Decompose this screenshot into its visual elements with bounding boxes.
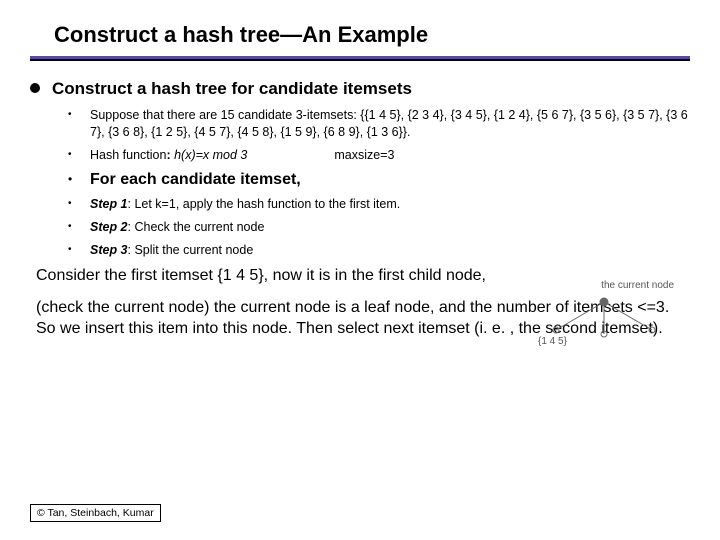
bullet-dot-icon: • (68, 196, 90, 209)
sub-bullet-list: • Suppose that there are 15 candidate 3-… (30, 107, 690, 259)
bullet-disc-icon (30, 83, 40, 93)
sub-text: Step 3: Split the current node (90, 242, 690, 259)
maxsize: maxsize=3 (334, 148, 394, 162)
step-body: : Let k=1, apply the hash function to th… (128, 197, 401, 211)
step-body: : Check the current node (128, 220, 265, 234)
tree-diagram: the current node {1 4 5} (534, 284, 674, 348)
sub-text: Step 2: Check the current node (90, 219, 690, 236)
step-label: Step 1 (90, 197, 128, 211)
hash-prefix: Hash function (90, 148, 166, 162)
slide-title: Construct a hash tree—An Example (30, 22, 690, 48)
bullet-dot-icon: • (68, 107, 90, 120)
hash-expr: h(x)=x mod 3 (174, 148, 247, 162)
diagram-top-label: the current node (601, 280, 674, 291)
title-rule (30, 56, 690, 61)
sub-text: Suppose that there are 15 candidate 3-it… (90, 107, 690, 141)
step-label: Step 2 (90, 220, 128, 234)
sub-text: Hash function: h(x)=x mod 3 maxsize=3 (90, 147, 690, 164)
sub-item-step3: • Step 3: Split the current node (68, 242, 690, 259)
step-body: : Split the current node (128, 243, 254, 257)
sub-text: For each candidate itemset, (90, 170, 690, 191)
sub-item-hash: • Hash function: h(x)=x mod 3 maxsize=3 (68, 147, 690, 164)
sub-item-step2: • Step 2: Check the current node (68, 219, 690, 236)
sub-text: Step 1: Let k=1, apply the hash function… (90, 196, 690, 213)
diagram-leaf-label: {1 4 5} (538, 336, 567, 347)
bullet-dot-icon: • (68, 242, 90, 255)
main-bullet: Construct a hash tree for candidate item… (30, 79, 690, 99)
sub-item-suppose: • Suppose that there are 15 candidate 3-… (68, 107, 690, 141)
sub-item-step1: • Step 1: Let k=1, apply the hash functi… (68, 196, 690, 213)
step-label: Step 3 (90, 243, 128, 257)
main-bullet-text: Construct a hash tree for candidate item… (52, 79, 412, 99)
hash-colon: : (166, 148, 174, 162)
footer-credit: © Tan, Steinbach, Kumar (30, 504, 161, 522)
bullet-dot-icon: • (68, 170, 90, 186)
bullet-dot-icon: • (68, 147, 90, 160)
sub-item-foreach: • For each candidate itemset, (68, 170, 690, 191)
bullet-dot-icon: • (68, 219, 90, 232)
